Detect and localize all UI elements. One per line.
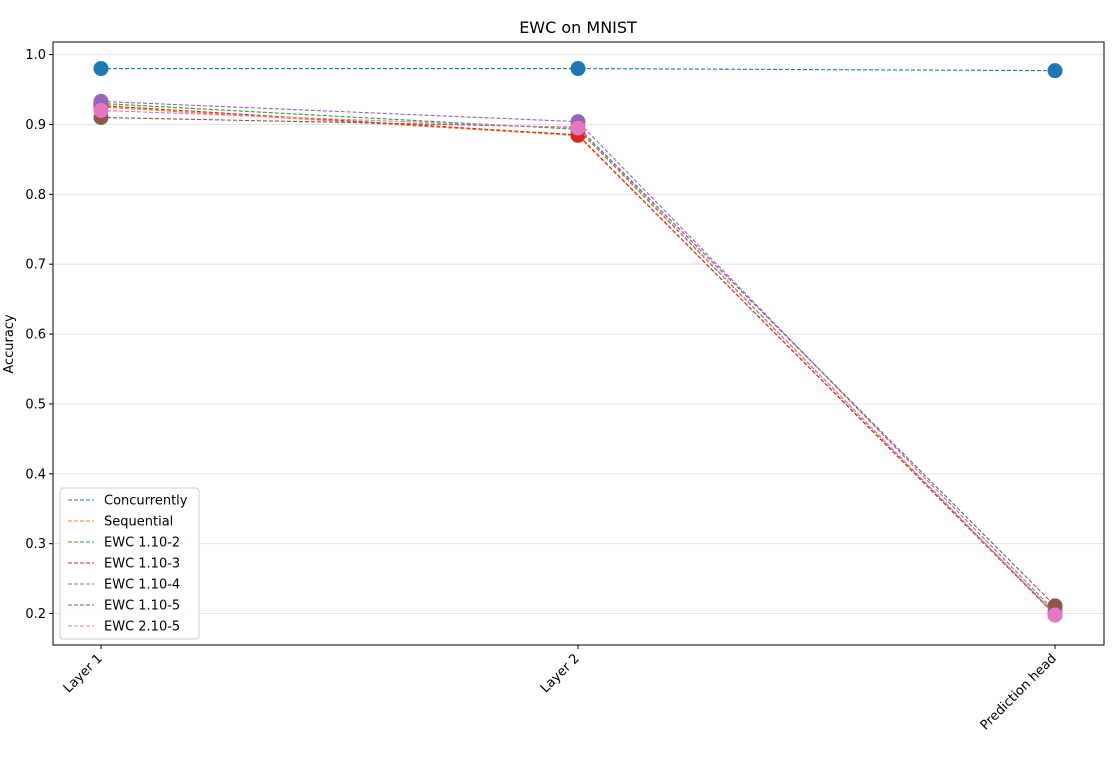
legend-entry: EWC 1.10-3: [68, 557, 180, 572]
data-point: [570, 120, 586, 136]
y-tick-label: 0.8: [25, 188, 46, 203]
legend-label: EWC 1.10-4: [104, 578, 180, 593]
legend-label: EWC 1.10-3: [104, 557, 180, 572]
series-ewc-2-10-5: [93, 102, 1063, 623]
legend-entry: EWC 2.10-5: [68, 620, 180, 635]
y-tick-label: 0.7: [25, 258, 46, 273]
chart-title: EWC on MNIST: [519, 18, 637, 37]
y-tick-label: 0.3: [25, 537, 46, 552]
y-axis: 0.2 0.3 0.4 0.5 0.6 0.7 0.8 0.9 1.0: [25, 48, 53, 622]
y-tick-label: 0.5: [25, 397, 46, 412]
data-point: [1047, 607, 1063, 623]
legend-entry: EWC 1.10-2: [68, 536, 180, 551]
legend-label: EWC 1.10-2: [104, 536, 180, 551]
y-tick-label: 0.4: [25, 467, 46, 482]
legend-label: Sequential: [104, 515, 173, 530]
legend-entry: EWC 1.10-4: [68, 578, 180, 593]
legend-box: [59, 487, 200, 640]
data-point: [570, 61, 586, 77]
data-point: [1047, 63, 1063, 79]
series-layer: [93, 61, 1063, 623]
y-tick-label: 0.9: [25, 118, 46, 133]
legend-entry: Concurrently: [68, 494, 188, 509]
legend-entry: EWC 1.10-5: [68, 599, 180, 614]
legend-label: EWC 2.10-5: [104, 620, 180, 635]
series-concurrently: [93, 61, 1063, 79]
y-tick-label: 0.6: [25, 328, 46, 343]
y-tick-label: 0.2: [25, 607, 46, 622]
legend-entry: Sequential: [68, 515, 173, 530]
y-tick-label: 1.0: [25, 48, 46, 63]
data-point: [93, 61, 109, 77]
legend: Concurrently Sequential EWC 1.10-2 EWC 1.10…: [59, 487, 200, 640]
legend-label: EWC 1.10-5: [104, 599, 180, 614]
gridlines: [53, 54, 1104, 615]
legend-label: Concurrently: [104, 494, 188, 509]
data-point: [93, 102, 109, 118]
y-axis-label: Accuracy: [2, 314, 17, 374]
